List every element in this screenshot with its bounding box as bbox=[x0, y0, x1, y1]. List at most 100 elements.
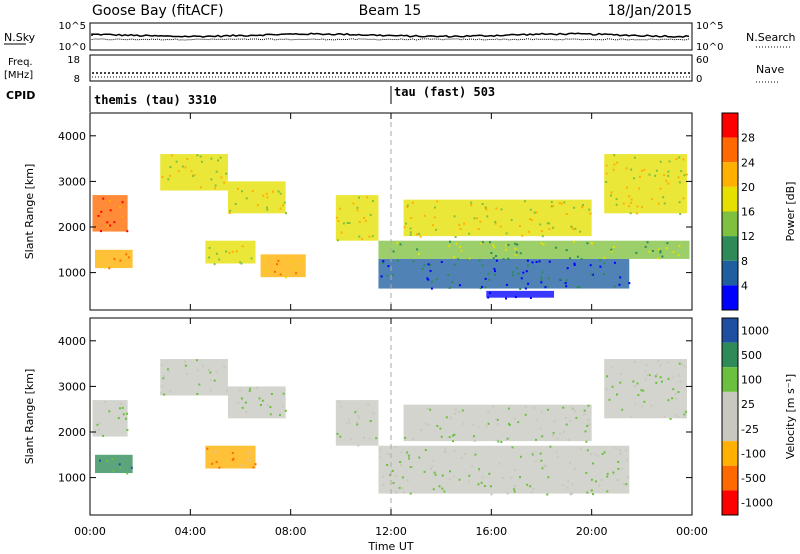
data-cell bbox=[510, 476, 513, 479]
data-cell bbox=[118, 463, 121, 466]
data-cell bbox=[477, 483, 480, 486]
data-cell bbox=[412, 438, 415, 441]
data-cell bbox=[564, 282, 567, 285]
data-cell bbox=[612, 471, 615, 474]
data-cell bbox=[238, 389, 241, 392]
data-cell bbox=[612, 246, 615, 248]
data-cell bbox=[248, 451, 251, 454]
data-cell bbox=[245, 411, 248, 414]
data-cell bbox=[558, 432, 561, 435]
data-cell bbox=[421, 267, 424, 270]
data-cell bbox=[228, 212, 231, 214]
data-cell bbox=[579, 447, 582, 450]
data-cell bbox=[485, 425, 488, 428]
data-cell bbox=[519, 287, 522, 290]
data-cell bbox=[467, 480, 470, 483]
data-cell bbox=[214, 187, 216, 190]
data-cell bbox=[282, 392, 285, 395]
data-cell bbox=[411, 466, 414, 469]
data-cell bbox=[267, 404, 269, 406]
data-cell bbox=[602, 273, 605, 275]
data-region-6 bbox=[260, 254, 306, 278]
colorbar-tick-label: 25 bbox=[741, 398, 755, 411]
data-cell bbox=[470, 201, 473, 204]
nsky-tick-low: 10^0 bbox=[59, 42, 86, 53]
data-cell bbox=[641, 206, 643, 209]
colorbar-cell bbox=[722, 342, 738, 368]
data-cell bbox=[348, 222, 351, 224]
data-cell bbox=[640, 389, 643, 392]
data-cell bbox=[621, 408, 624, 411]
data-cell bbox=[340, 405, 343, 408]
data-cell bbox=[99, 459, 101, 462]
data-cell bbox=[451, 281, 454, 284]
data-cell bbox=[574, 410, 576, 413]
data-cell bbox=[499, 225, 502, 228]
data-cell bbox=[270, 393, 273, 395]
data-region-9 bbox=[378, 240, 690, 259]
data-cell bbox=[663, 202, 666, 205]
data-cell bbox=[382, 483, 385, 486]
nsky-label: N.Sky bbox=[4, 31, 36, 44]
data-cell bbox=[449, 240, 451, 243]
data-cell bbox=[683, 413, 686, 416]
data-cell bbox=[186, 158, 189, 160]
data-cell bbox=[226, 389, 228, 392]
data-cell bbox=[121, 201, 124, 204]
colorbar-tick-label: -1000 bbox=[741, 497, 773, 510]
data-cell bbox=[432, 488, 435, 491]
data-cell bbox=[613, 285, 616, 288]
data-cell bbox=[561, 484, 564, 486]
data-cell bbox=[496, 418, 499, 421]
data-cell bbox=[524, 413, 527, 416]
data-cell bbox=[186, 372, 189, 375]
data-cell bbox=[529, 208, 532, 211]
data-cell bbox=[237, 402, 240, 404]
data-cell bbox=[558, 202, 561, 205]
data-cell bbox=[589, 212, 592, 215]
data-cell bbox=[567, 480, 570, 483]
data-cell bbox=[402, 491, 405, 494]
data-cell bbox=[411, 201, 414, 204]
data-cell bbox=[418, 456, 421, 459]
data-cell bbox=[454, 412, 456, 415]
data-cell bbox=[168, 370, 170, 373]
data-cell bbox=[507, 257, 510, 260]
data-cell bbox=[409, 227, 412, 230]
data-cell bbox=[473, 435, 475, 438]
data-cell bbox=[617, 461, 620, 463]
x-tick-label: 08:00 bbox=[275, 525, 307, 538]
data-cell bbox=[354, 411, 357, 414]
data-cell bbox=[606, 375, 608, 378]
data-cell bbox=[399, 461, 402, 463]
data-cell bbox=[541, 435, 544, 438]
colorbar-cell bbox=[722, 465, 738, 491]
data-cell bbox=[406, 204, 409, 207]
data-cell bbox=[183, 360, 186, 363]
data-cell bbox=[672, 251, 675, 254]
data-cell bbox=[562, 431, 565, 433]
data-cell bbox=[603, 262, 606, 265]
data-cell bbox=[591, 242, 594, 245]
data-cell bbox=[501, 477, 504, 480]
data-cell bbox=[97, 428, 100, 431]
data-cell bbox=[589, 453, 592, 456]
data-cell bbox=[121, 215, 124, 218]
data-cell bbox=[648, 374, 651, 377]
data-cell bbox=[513, 485, 516, 488]
data-cell bbox=[584, 430, 587, 433]
data-cell bbox=[569, 493, 572, 496]
data-cell bbox=[506, 492, 509, 495]
data-cell bbox=[535, 418, 538, 421]
data-cell bbox=[464, 453, 467, 456]
colorbar-cell bbox=[722, 416, 738, 442]
data-cell bbox=[279, 413, 281, 416]
data-region-3 bbox=[160, 359, 228, 396]
data-cell bbox=[256, 204, 259, 207]
data-cell bbox=[613, 154, 616, 157]
data-cell bbox=[348, 421, 351, 424]
data-cell bbox=[654, 174, 657, 177]
data-cell bbox=[540, 242, 543, 245]
data-cell bbox=[453, 215, 456, 218]
data-cell bbox=[234, 203, 237, 205]
